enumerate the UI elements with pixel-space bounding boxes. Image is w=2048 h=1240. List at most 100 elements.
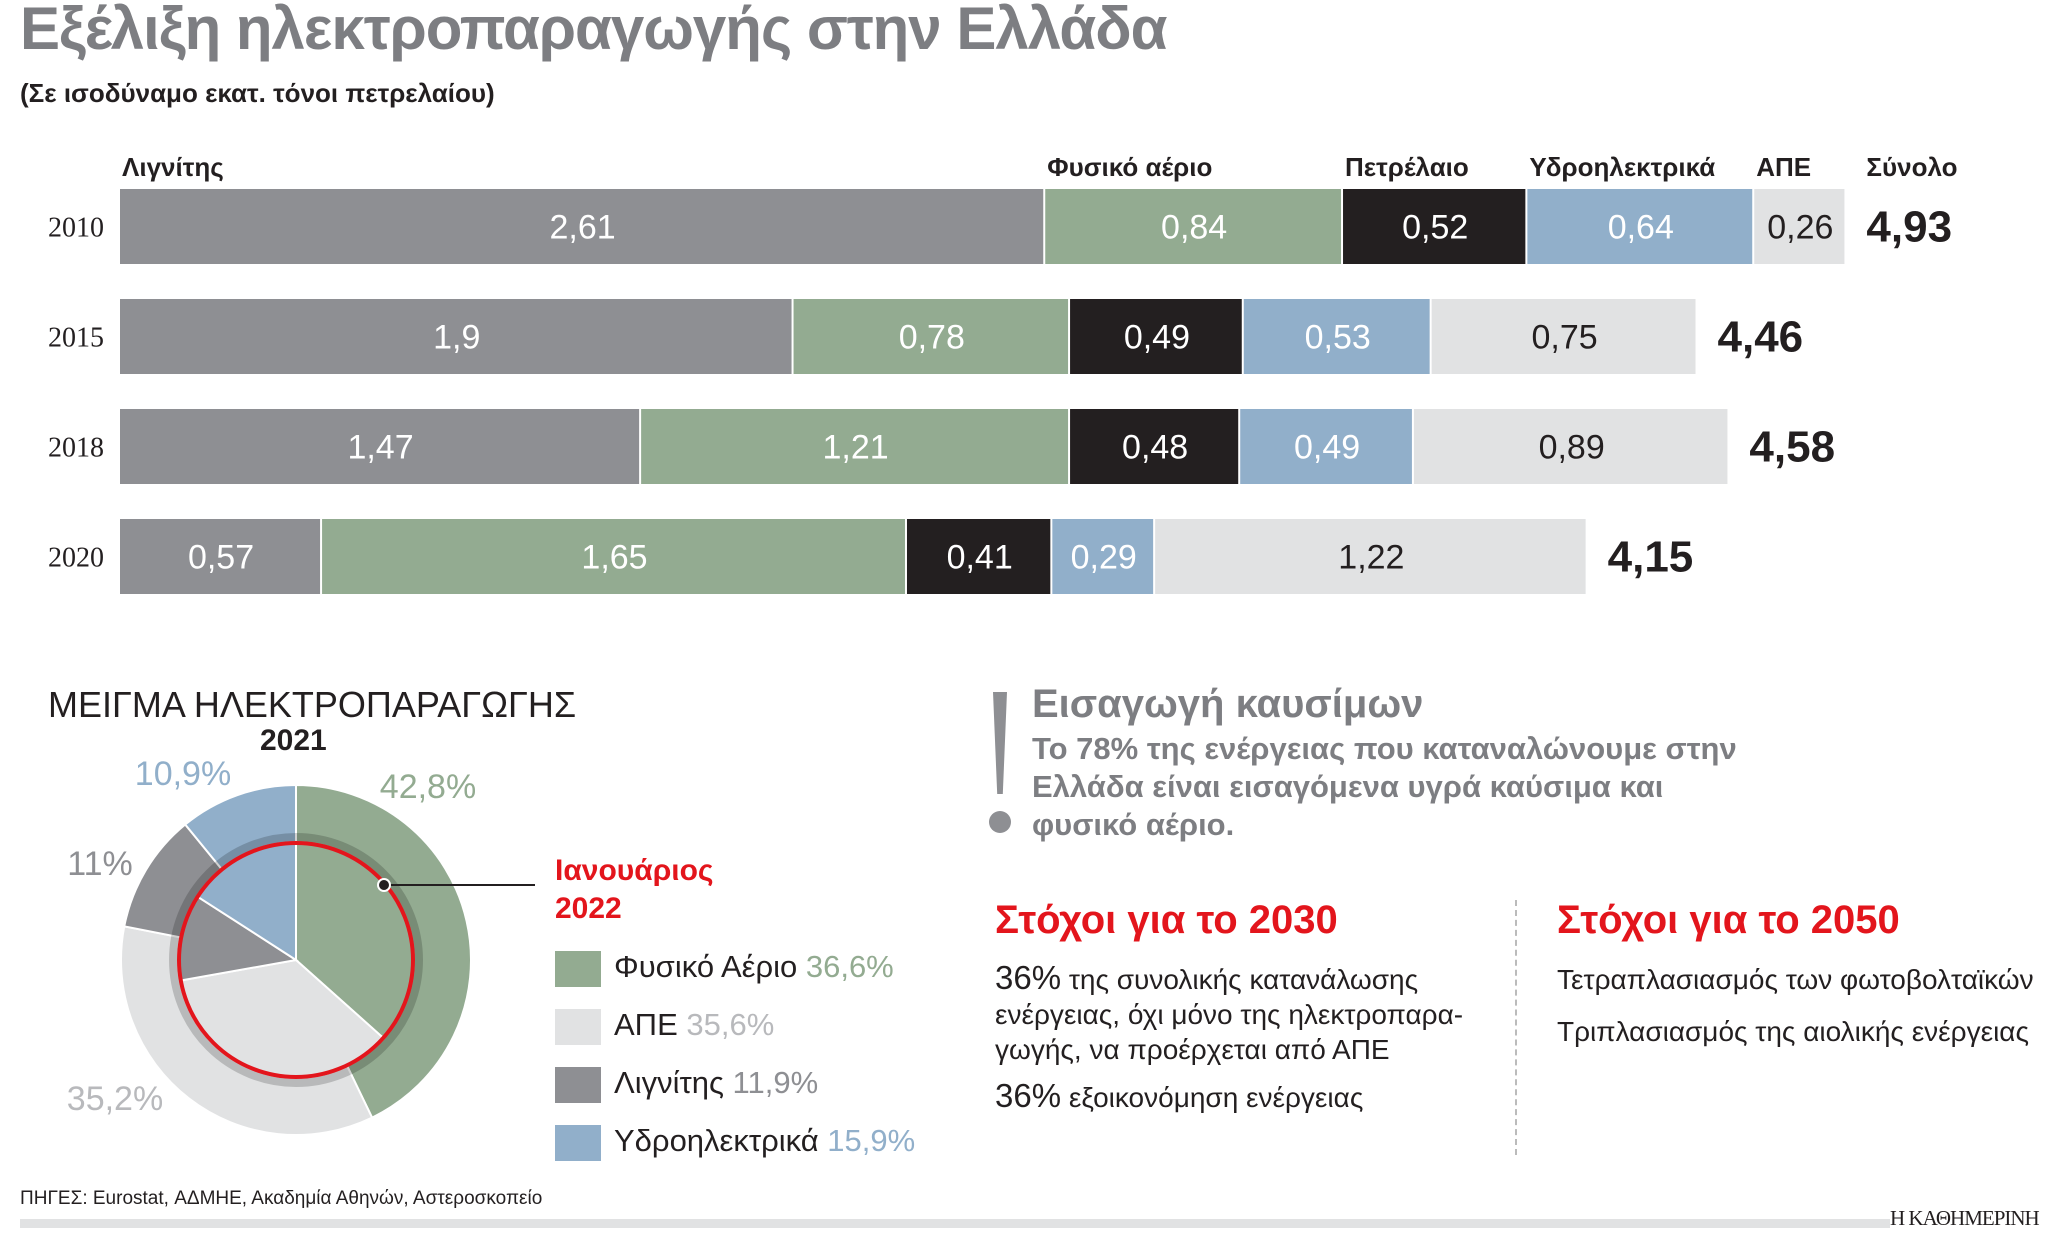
total-value: 4,58 bbox=[1749, 423, 1835, 472]
bar-segment-res bbox=[1754, 189, 1845, 264]
legend-item: Υδροηλεκτρικά 15,9% bbox=[614, 1123, 915, 1159]
bar-segment-hydro bbox=[1052, 519, 1154, 594]
total-value: 4,93 bbox=[1866, 203, 1952, 252]
exclamation-dot-icon bbox=[989, 811, 1011, 833]
bar-segment-lignite bbox=[120, 299, 792, 374]
bar-value-label: 0,49 bbox=[1124, 319, 1190, 357]
goals-2030-heading: Στόχοι για το 2030 bbox=[995, 898, 1338, 942]
footer-bar bbox=[20, 1219, 1890, 1228]
bar-segment-gas bbox=[322, 519, 905, 594]
inner-label-month: Ιανουάριος bbox=[555, 854, 714, 887]
pie-inner-label: Ιανουάριος 2022 bbox=[555, 852, 714, 928]
legend-pct: 35,6% bbox=[686, 1007, 775, 1042]
inner-label-year: 2022 bbox=[555, 892, 622, 925]
bar-value-label: 2,61 bbox=[550, 209, 616, 247]
imports-heading: Εισαγωγή καυσίμων bbox=[1032, 682, 1424, 726]
legend-pct: 15,9% bbox=[827, 1123, 916, 1158]
sources: ΠΗΓΕΣ: Eurostat, ΑΔΜΗΕ, Ακαδημία Αθηνών,… bbox=[20, 1188, 543, 1209]
page-title: Εξέλιξη ηλεκτροπαραγωγής στην Ελλάδα bbox=[20, 0, 1168, 62]
bar-segment-oil bbox=[906, 519, 1051, 594]
bar-segment-hydro bbox=[1240, 409, 1412, 484]
inner-shadow bbox=[169, 833, 423, 1087]
outer-pct-label: 35,2% bbox=[67, 1080, 163, 1118]
bar-value-label: 0,53 bbox=[1305, 319, 1371, 357]
bar-value-label: 0,78 bbox=[899, 319, 965, 357]
outer-pct-label: 42,8% bbox=[380, 768, 476, 806]
total-value: 4,46 bbox=[1718, 313, 1804, 362]
goals-2030-item: 36% της συνολικής κατανάλωσης ενέργειας,… bbox=[995, 959, 1464, 1065]
legend-label: Υδροηλεκτρικά bbox=[614, 1123, 828, 1158]
year-label: 2010 bbox=[48, 213, 104, 244]
goals-2030-item: 36% εξοικονόμηση ενέργειας bbox=[995, 1077, 1364, 1114]
legend-label: Φυσικό Αέριο bbox=[614, 949, 806, 984]
goals-2050-item: Τριπλασιασμός της αιολικής ενέργειας bbox=[1557, 1016, 2029, 1047]
bar-segment-oil bbox=[1070, 299, 1242, 374]
bar-value-label: 0,57 bbox=[188, 539, 254, 577]
bar-value-label: 0,26 bbox=[1767, 209, 1833, 247]
goals-2050-item: Τετραπλασιασμός των φωτοβολταϊκών bbox=[1557, 964, 2034, 995]
bar-segment-res bbox=[1155, 519, 1586, 594]
bar-value-label: 1,65 bbox=[581, 539, 647, 577]
series-header: Φυσικό αέριο bbox=[1047, 152, 1212, 182]
bar-value-label: 0,41 bbox=[947, 539, 1013, 577]
legend-swatch-gas bbox=[555, 951, 601, 987]
year-label: 2018 bbox=[48, 433, 104, 464]
series-header: Πετρέλαιο bbox=[1345, 152, 1469, 182]
legend-pct: 11,9% bbox=[732, 1065, 819, 1100]
legend-pct: 36,6% bbox=[805, 949, 894, 984]
brand-logo: Η ΚΑΘΗΜΕΡΙΝΗ bbox=[1890, 1206, 2040, 1230]
legend-label: Λιγνίτης bbox=[614, 1065, 733, 1100]
bar-segment-res bbox=[1413, 409, 1728, 484]
bar-segment-oil bbox=[1070, 409, 1239, 484]
bar-segment-oil bbox=[1343, 189, 1526, 264]
bar-value-label: 0,52 bbox=[1402, 209, 1468, 247]
subtitle: (Σε ισοδύναμο εκατ. τόνοι πετρελαίου) bbox=[20, 78, 495, 108]
legend-item: Λιγνίτης 11,9% bbox=[614, 1065, 818, 1101]
series-header: Υδροηλεκτρικά bbox=[1529, 152, 1715, 182]
year-label: 2020 bbox=[48, 543, 104, 574]
exclamation-icon bbox=[993, 692, 1007, 794]
divider bbox=[1515, 900, 1517, 1155]
pie-title: ΜΕΙΓΜΑ ΗΛΕΚΤΡΟΠΑΡΑΓΩΓΗΣ bbox=[48, 684, 577, 725]
series-header: ΑΠΕ bbox=[1756, 152, 1811, 182]
pie-outer-year: 2021 bbox=[260, 724, 327, 757]
imports-body: Το 78% της ενέργειας που καταναλώνουμε σ… bbox=[1032, 731, 1737, 842]
bar-value-label: 0,48 bbox=[1122, 429, 1188, 467]
year-label: 2015 bbox=[48, 323, 104, 354]
legend-swatch-hydro bbox=[555, 1125, 601, 1161]
bar-segment-res bbox=[1431, 299, 1696, 374]
bar-segment-hydro bbox=[1527, 189, 1753, 264]
series-header: Λιγνίτης bbox=[122, 152, 224, 182]
bar-value-label: 0,49 bbox=[1294, 429, 1360, 467]
goals-2050-heading: Στόχοι για το 2050 bbox=[1557, 898, 1900, 942]
bar-segment-lignite bbox=[120, 189, 1044, 264]
bar-segment-gas bbox=[641, 409, 1069, 484]
bar-value-label: 0,64 bbox=[1608, 209, 1674, 247]
outer-pct-label: 11% bbox=[67, 845, 133, 883]
outer-pct-label: 10,9% bbox=[135, 755, 231, 793]
bar-segment-hydro bbox=[1243, 299, 1430, 374]
bar-value-label: 1,21 bbox=[822, 429, 888, 467]
bar-value-label: 0,89 bbox=[1539, 429, 1605, 467]
inner-ring-outline bbox=[177, 841, 415, 1079]
leader-dot bbox=[377, 878, 391, 892]
bar-value-label: 1,9 bbox=[433, 319, 480, 357]
legend-swatch-lignite bbox=[555, 1067, 601, 1103]
bar-value-label: 0,29 bbox=[1071, 539, 1137, 577]
legend-item: ΑΠΕ 35,6% bbox=[614, 1007, 774, 1043]
legend-swatch-res bbox=[555, 1009, 601, 1045]
legend-label: ΑΠΕ bbox=[614, 1007, 687, 1042]
bar-value-label: 1,22 bbox=[1338, 539, 1404, 577]
legend-item: Φυσικό Αέριο 36,6% bbox=[614, 949, 894, 985]
bar-segment-gas bbox=[1045, 189, 1342, 264]
bar-segment-lignite bbox=[120, 409, 640, 484]
bar-segment-gas bbox=[793, 299, 1069, 374]
bar-value-label: 0,84 bbox=[1161, 209, 1227, 247]
bar-segment-lignite bbox=[120, 519, 321, 594]
bar-value-label: 0,75 bbox=[1531, 319, 1597, 357]
total-value: 4,15 bbox=[1608, 533, 1694, 582]
total-header: Σύνολο bbox=[1866, 152, 1957, 182]
bar-value-label: 1,47 bbox=[347, 429, 413, 467]
